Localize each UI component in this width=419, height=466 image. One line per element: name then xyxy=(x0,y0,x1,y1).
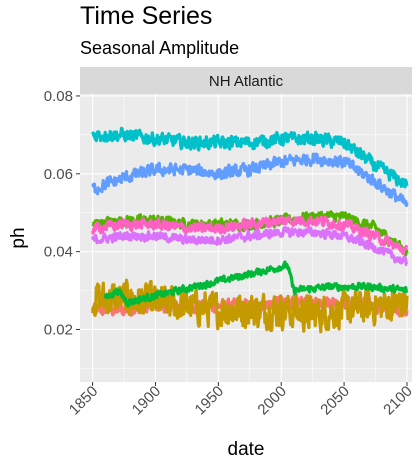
series-line-7 xyxy=(91,226,408,267)
x-tick-label: 1900 xyxy=(129,383,165,419)
chart-subtitle: Seasonal Amplitude xyxy=(80,38,240,58)
series-line-4 xyxy=(103,260,409,308)
x-tick-label: 1950 xyxy=(192,383,228,419)
x-tick-label: 2000 xyxy=(254,383,290,419)
y-axis-title: ph xyxy=(8,227,29,248)
y-tick-label: 0.08 xyxy=(44,88,73,105)
series-line-6 xyxy=(91,152,409,207)
y-tick-label: 0.02 xyxy=(44,321,73,338)
facet-label: NH Atlantic xyxy=(209,73,284,90)
x-tick-label: 2050 xyxy=(317,383,353,419)
y-tick-label: 0.06 xyxy=(44,166,73,183)
series-group xyxy=(91,126,409,334)
x-axis-title: date xyxy=(228,439,265,460)
x-tick-label: 1850 xyxy=(66,383,102,419)
series-line-8 xyxy=(91,215,409,256)
x-tick-label: 2100 xyxy=(380,383,416,419)
y-tick-label: 0.04 xyxy=(44,244,73,261)
chart-title: Time Series xyxy=(80,2,213,30)
series-line-5 xyxy=(91,126,409,189)
facet-strip xyxy=(80,67,412,94)
